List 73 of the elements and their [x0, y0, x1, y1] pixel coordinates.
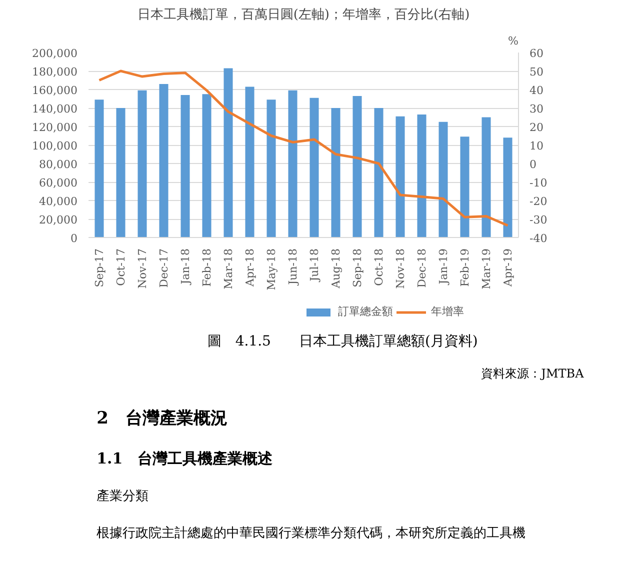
y-tick-label: 40,000 [39, 195, 78, 208]
bar [396, 116, 405, 238]
y2-tick-label: 0 [530, 158, 536, 171]
bar [460, 136, 470, 238]
y-tick-label: 60,000 [39, 176, 78, 190]
caption: 圖 4.1.5 日本工具機訂單總額(月資料) [207, 334, 478, 350]
y2-tick-label: 60 [530, 47, 544, 60]
y-tick-label: 160,000 [32, 84, 78, 97]
y-tick-label: 20,000 [39, 214, 78, 226]
x-tick-label: Dec-18 [415, 248, 428, 288]
x-tick-label: Jun-18 [286, 248, 300, 286]
y-tick-label: 100,000 [32, 140, 78, 152]
source-note: 資料來源：JMTBA [481, 366, 584, 380]
x-tick-label: Mar-19 [480, 248, 493, 290]
bar [503, 138, 512, 238]
x-tick-label: Nov-18 [394, 248, 407, 289]
y2-tick-label: -30 [530, 214, 548, 226]
bar [374, 108, 384, 238]
x-tick-label: Oct-17 [114, 248, 128, 286]
x-tick-label: Sep-17 [92, 248, 106, 288]
bar [438, 122, 448, 238]
legend-label: 訂單總金額 [338, 304, 393, 319]
x-tick-label: Sep-18 [350, 248, 364, 288]
bar [482, 117, 491, 238]
bar [266, 100, 276, 238]
y2-tick-label: 40 [530, 84, 544, 97]
bar [310, 98, 319, 238]
text: 產業分類 [96, 489, 149, 504]
bar [331, 108, 340, 238]
bar [288, 90, 298, 238]
x-tick-label: Mar-18 [222, 248, 235, 290]
x-tick-label: Apr-18 [243, 248, 256, 288]
bar [138, 90, 147, 238]
y2-tick-label: -10 [530, 176, 548, 190]
bar [352, 96, 362, 238]
text: 1.1 台灣工具機產業概述 [96, 450, 274, 468]
bar [180, 95, 190, 238]
y-tick-label: 140,000 [32, 102, 78, 116]
y-tick-label: 120,000 [32, 121, 78, 134]
bar [417, 114, 426, 238]
y2-tick-label: 50 [530, 66, 544, 78]
y2-axis-title: % [508, 34, 518, 48]
y-tick-label: 180,000 [32, 66, 78, 78]
bar [202, 94, 212, 238]
text: 2 台灣產業概況 [96, 408, 228, 428]
legend-label: 年增率 [431, 304, 464, 319]
y-tick-label: 80,000 [39, 158, 78, 171]
bar [224, 68, 233, 238]
y2-tick-label: 20 [530, 121, 544, 134]
chart-title: 日本工具機訂單，百萬日圓(左軸)；年增率，百分比(右軸) [137, 6, 470, 22]
x-tick-label: Nov-17 [136, 248, 149, 289]
y-tick-label: 200,000 [32, 47, 78, 60]
y-tick-label: 0 [70, 232, 78, 245]
line-series [98, 70, 509, 227]
y2-tick-label: 30 [530, 102, 544, 116]
x-tick-label: Feb-19 [458, 248, 472, 287]
bar [116, 108, 126, 238]
x-tick-label: Oct-18 [372, 248, 386, 286]
x-tick-label: Jul-18 [308, 248, 321, 282]
x-tick-label: Aug-18 [329, 248, 342, 290]
x-tick-label: Feb-18 [200, 248, 214, 287]
y2-tick-label: -20 [530, 195, 548, 208]
text: 根據行政院主計總處的中華民國行業標準分類代碼，本研究所定義的工具機 [96, 525, 526, 541]
bar [245, 86, 254, 238]
x-tick-label: Dec-17 [157, 248, 170, 288]
y2-tick-label: 10 [530, 140, 544, 152]
x-tick-label: Jan-18 [178, 248, 192, 286]
bar [159, 84, 168, 238]
x-tick-label: May-18 [264, 248, 278, 290]
x-tick-label: Jan-19 [436, 248, 450, 286]
x-tick-label: Apr-19 [501, 248, 514, 288]
bar [94, 100, 104, 238]
y2-tick-label: -40 [530, 232, 548, 245]
